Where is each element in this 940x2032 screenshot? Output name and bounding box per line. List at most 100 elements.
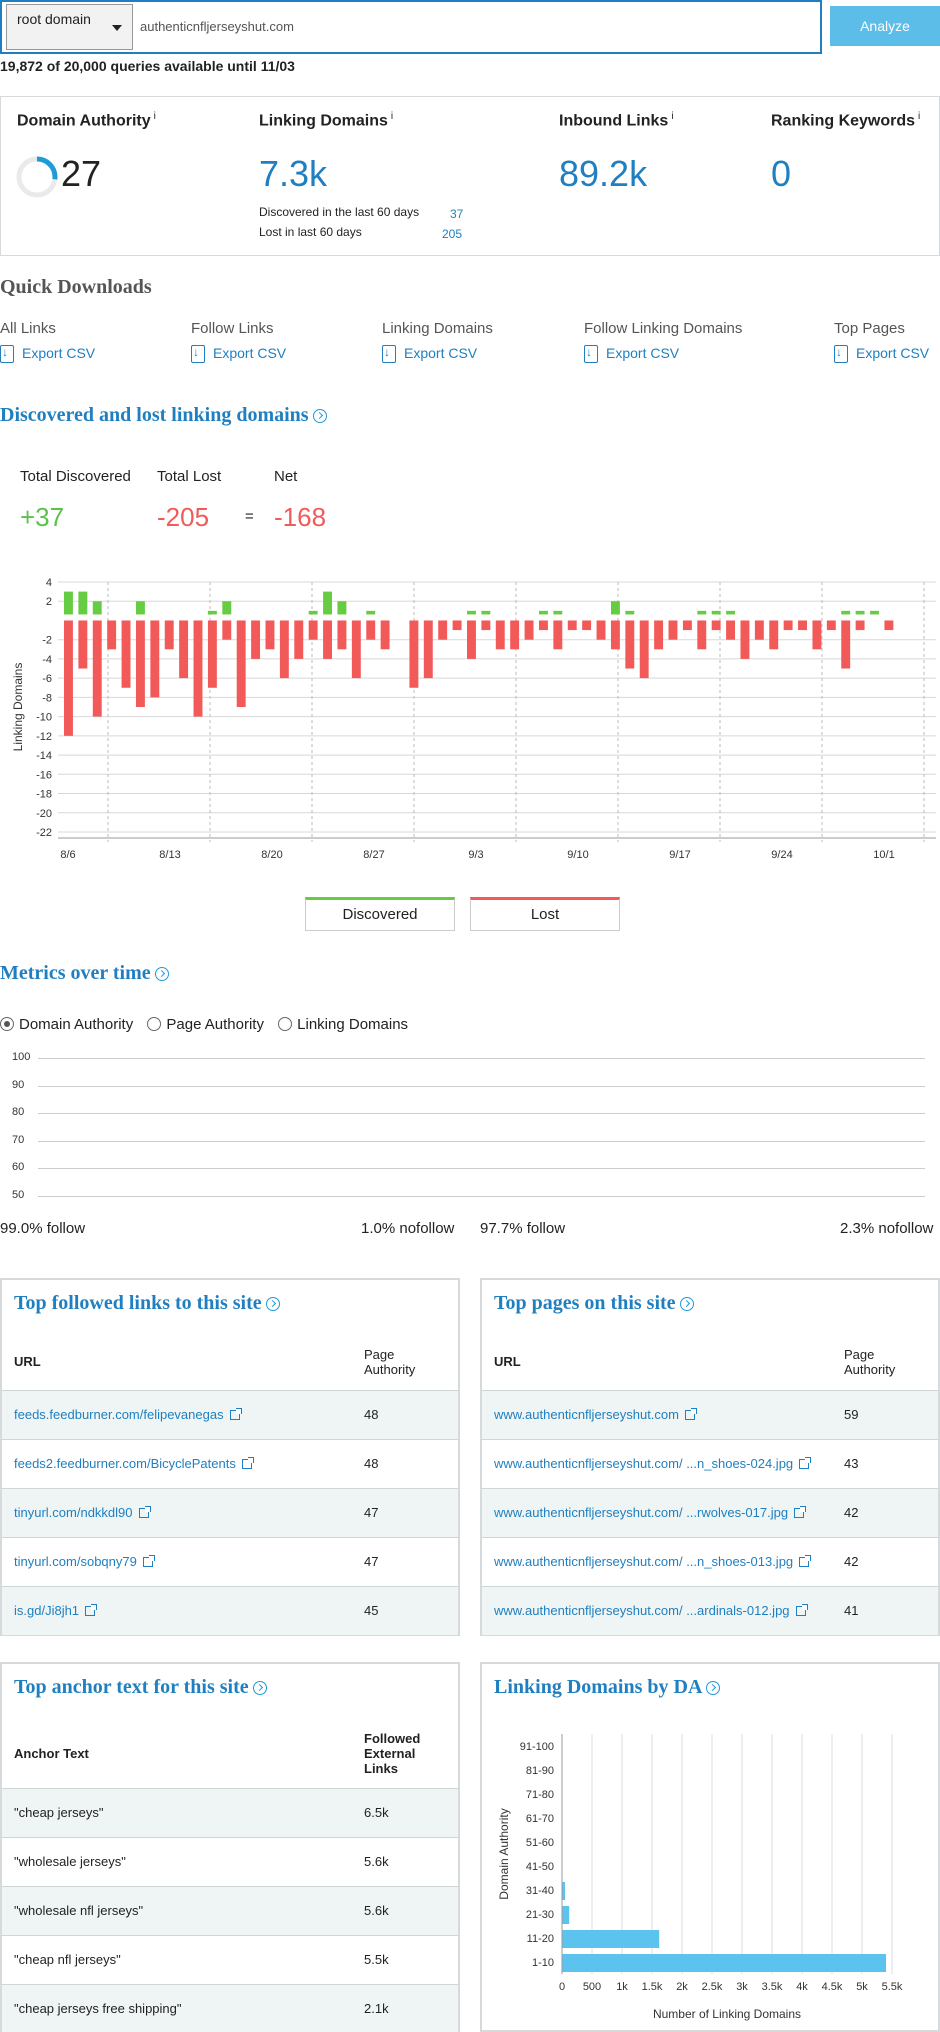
radio-linking-domains[interactable]: Linking Domains [278, 1016, 408, 1033]
chevron-right-circle-icon [252, 1681, 267, 1696]
col-url: URL [14, 1354, 41, 1370]
info-icon[interactable]: i [390, 111, 394, 122]
x-tick-label: 8/13 [159, 849, 180, 861]
discovered-value[interactable]: 37 [450, 207, 464, 221]
external-link-icon[interactable] [799, 1457, 812, 1469]
table-row: www.authenticnfljerseyshut.com/ ...n_sho… [482, 1438, 938, 1488]
chevron-down-icon [112, 25, 122, 31]
lost-bar [495, 620, 505, 650]
x-tick-label: 0 [559, 1981, 565, 1993]
lost-bar [654, 620, 664, 650]
url-link[interactable]: tinyurl.com/sobqny79 [14, 1554, 137, 1569]
x-tick-label: 4.5k [822, 1981, 843, 1993]
col-pa-1: Page [364, 1346, 395, 1362]
info-icon[interactable]: i [153, 111, 156, 122]
da-distribution-panel: Linking Domains by DA 0 500 1k 1.5k 2k 2.5k 3k… [480, 1662, 940, 2032]
y-tick-label: 41-50 [526, 1861, 554, 1873]
external-link-icon[interactable] [794, 1506, 807, 1518]
discovered-bar [92, 601, 102, 615]
legend-lost[interactable]: Lost [470, 897, 620, 931]
export-csv-button[interactable]: Export CSV [191, 345, 287, 364]
url-link[interactable]: tinyurl.com/ndkkdl90 [14, 1505, 133, 1520]
search-input[interactable] [140, 8, 810, 44]
url-link[interactable]: www.authenticnfljerseyshut.com/ ...n_sho… [494, 1456, 794, 1471]
url-link[interactable]: www.authenticnfljerseyshut.com/ ...n_sho… [494, 1554, 794, 1569]
il-value: 89.2k [559, 153, 648, 194]
external-link-icon[interactable] [138, 1506, 151, 1518]
external-link-icon[interactable] [229, 1408, 242, 1420]
y-tick-label: 60 [12, 1161, 25, 1173]
lost-bar [711, 620, 721, 631]
url-link[interactable]: is.gd/Ji8jh1 [14, 1603, 80, 1619]
anchor-text-title[interactable]: Top anchor text for this site [14, 1676, 267, 1699]
discovered-bar [467, 610, 476, 615]
anchor-text: "cheap jerseys" [14, 1805, 104, 1820]
url-link[interactable]: www.authenticnfljerseyshut.com/ ...ardin… [494, 1603, 790, 1619]
table-row: "cheap jerseys" 6.5k [2, 1787, 458, 1837]
table-row: www.authenticnfljerseyshut.com 59 [482, 1389, 938, 1439]
legend-discovered[interactable]: Discovered [305, 897, 455, 931]
gridline [38, 1058, 925, 1059]
external-link-icon[interactable] [799, 1555, 812, 1567]
external-link-icon[interactable] [85, 1604, 98, 1617]
row-value: 42 [832, 1487, 938, 1537]
top-pages-title[interactable]: Top pages on this site [494, 1292, 694, 1315]
y-tick-label: -12 [36, 731, 52, 743]
url-link[interactable]: www.authenticnfljerseyshut.com [494, 1407, 679, 1422]
y-tick-label: -10 [36, 712, 52, 724]
y-tick-label: 50 [12, 1188, 25, 1201]
scope-select[interactable]: root domain [6, 4, 133, 50]
external-link-icon[interactable] [684, 1408, 697, 1420]
radio-icon [278, 1017, 293, 1031]
quick-download-3: Follow Linking Domains Export CSV [584, 320, 742, 364]
lost-bar [668, 620, 678, 640]
discovered-bar [78, 591, 88, 615]
export-csv-label: Export CSV [213, 345, 287, 361]
x-tick-label: 1k [616, 1981, 628, 1993]
export-csv-button[interactable]: Export CSV [584, 345, 742, 364]
legend-lost-label: Lost [530, 906, 560, 923]
info-icon[interactable]: i [671, 111, 674, 122]
info-icon[interactable]: i [918, 111, 921, 122]
table-row: www.authenticnfljerseyshut.com/ ...ardin… [482, 1585, 938, 1635]
discovered-lost-title[interactable]: Discovered and lost linking domains [0, 404, 327, 427]
lost-bar [207, 620, 217, 688]
analyze-button[interactable]: Analyze [830, 6, 940, 46]
anchor-text: "wholesale nfl jerseys" [14, 1903, 144, 1918]
quick-download-0: All Links Export CSV [0, 320, 96, 364]
export-csv-button[interactable]: Export CSV [834, 345, 929, 364]
radio-page-authority[interactable]: Page Authority [147, 1016, 264, 1033]
lost-bar [783, 620, 793, 631]
metric-radio-group: Domain Authority Page Authority Linking … [0, 1016, 408, 1033]
lost-bar [798, 620, 807, 631]
export-csv-label: Export CSV [22, 345, 96, 361]
url-link[interactable]: feeds.feedburner.com/felipevanegas [14, 1407, 224, 1422]
radio-domain-authority[interactable]: Domain Authority [0, 1016, 133, 1033]
chevron-right-circle-icon [265, 1297, 280, 1312]
export-csv-button[interactable]: Export CSV [382, 345, 493, 364]
net-label: Net [274, 468, 298, 485]
external-link-icon[interactable] [795, 1604, 808, 1617]
quick-download-1: Follow Links Export CSV [191, 320, 287, 364]
discovered-bar [625, 610, 635, 615]
quick-download-label: Linking Domains [382, 320, 493, 337]
lost-bar [884, 620, 894, 631]
row-value: 41 [832, 1585, 938, 1635]
col-links: Links [364, 1761, 398, 1777]
x-tick-label: 5k [856, 1981, 868, 1993]
url-link[interactable]: feeds2.feedburner.com/BicyclePatents [14, 1456, 236, 1471]
lost-value[interactable]: 205 [442, 227, 463, 241]
da-distribution-title[interactable]: Linking Domains by DA [494, 1676, 721, 1699]
external-link-icon[interactable] [241, 1457, 254, 1469]
export-csv-label: Export CSV [606, 345, 680, 361]
discovered-bar [553, 610, 563, 615]
export-csv-button[interactable]: Export CSV [0, 345, 96, 364]
external-link-icon[interactable] [142, 1555, 155, 1567]
url-link[interactable]: www.authenticnfljerseyshut.com/ ...rwolv… [494, 1505, 789, 1520]
radio-icon [0, 1017, 14, 1031]
lost-bar [481, 620, 491, 631]
y-tick-label: -18 [36, 789, 52, 801]
total-lost-label: Total Lost [157, 468, 222, 485]
top-followed-title[interactable]: Top followed links to this site [14, 1292, 280, 1315]
metrics-over-time-title[interactable]: Metrics over time [0, 962, 169, 985]
